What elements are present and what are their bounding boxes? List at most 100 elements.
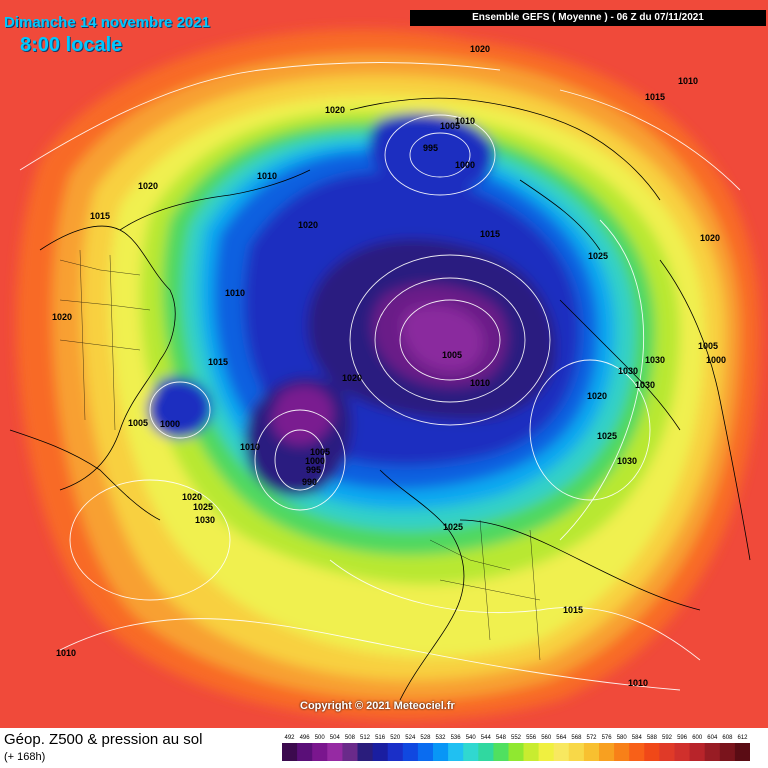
legend-tick-label: 512 — [360, 735, 371, 741]
legend-tick-label: 604 — [707, 735, 718, 741]
pressure-label: 1025 — [443, 522, 463, 532]
pressure-label: 1030 — [635, 380, 655, 390]
color-scale-legend: 492 496 500 504 508 512 516 520 524 528 532 536 540 5… — [282, 735, 750, 761]
pressure-label: 1025 — [597, 431, 617, 441]
pressure-label: 995 — [306, 465, 321, 475]
pressure-label: 1000 — [160, 419, 180, 429]
legend-tick-label: 500 — [315, 735, 326, 741]
pressure-label: 1010 — [257, 171, 277, 181]
pressure-label: 1020 — [138, 181, 158, 191]
pressure-label: 1020 — [52, 312, 72, 322]
pressure-label: 1005 — [698, 341, 718, 351]
legend-swatch — [508, 743, 525, 761]
legend-tick-label: 612 — [737, 735, 748, 741]
legend-swatch — [433, 743, 449, 761]
map-title: Géop. Z500 & pression au sol — [4, 731, 203, 748]
legend-swatch — [417, 743, 434, 761]
pressure-label: 1020 — [182, 492, 202, 502]
legend-swatch — [478, 743, 494, 761]
legend-swatch — [689, 743, 706, 761]
legend-tick-label: 596 — [677, 735, 688, 741]
legend-swatch — [342, 743, 358, 761]
pressure-label: 1025 — [193, 502, 213, 512]
pressure-label: 1000 — [305, 456, 325, 466]
pressure-label: 1015 — [645, 92, 665, 102]
legend-swatch — [372, 743, 389, 761]
legend-tick-label: 572 — [586, 735, 597, 741]
legend-swatch — [553, 743, 570, 761]
pressure-label: 1030 — [617, 456, 637, 466]
pressure-label: 1020 — [325, 105, 345, 115]
forecast-lead-time: (+ 168h) — [4, 751, 46, 763]
legend-tick-label: 564 — [556, 735, 567, 741]
legend-swatch — [327, 743, 343, 761]
legend-swatch — [659, 743, 675, 761]
legend-swatch — [493, 743, 509, 761]
legend-tick-label: 524 — [405, 735, 416, 741]
legend-tick-label: 588 — [647, 735, 658, 741]
pressure-label: 1020 — [700, 233, 720, 243]
pressure-label: 1020 — [470, 44, 490, 54]
legend-tick-label: 508 — [345, 735, 356, 741]
coastlines — [9, 97, 751, 701]
pressure-label: 1020 — [342, 373, 362, 383]
legend-tick-label: 536 — [451, 735, 462, 741]
legend-swatch — [568, 743, 585, 761]
legend-tick-label: 528 — [420, 735, 431, 741]
pressure-label: 1010 — [628, 678, 648, 688]
pressure-label: 1005 — [310, 447, 330, 457]
pressure-label: 1030 — [195, 515, 215, 525]
pressure-label: 1025 — [588, 251, 608, 261]
weather-map: 1020 1010 1015 1020 1005 1010 995 1000 1… — [0, 0, 768, 728]
legend-tick-label: 584 — [632, 735, 643, 741]
legend-tick-label: 576 — [602, 735, 613, 741]
legend-swatch — [599, 743, 615, 761]
pressure-label: 1015 — [480, 229, 500, 239]
legend-tick-label: 496 — [300, 735, 311, 741]
legend-tick-label: 560 — [541, 735, 552, 741]
map-footer: Géop. Z500 & pression au sol (+ 168h) 49… — [0, 728, 768, 768]
legend-tick-label: 568 — [571, 735, 582, 741]
legend-swatch — [704, 743, 721, 761]
pressure-label: 1020 — [587, 391, 607, 401]
legend-swatch — [463, 743, 479, 761]
pressure-label: 1015 — [563, 605, 583, 615]
legend-tick-label: 492 — [284, 735, 295, 741]
legend-tick-label: 504 — [330, 735, 341, 741]
copyright-notice: Copyright © 2021 Meteociel.fr — [300, 700, 455, 712]
legend-swatch — [448, 743, 464, 761]
legend-tick-label: 552 — [511, 735, 522, 741]
legend-swatch — [719, 743, 736, 761]
legend-swatch — [674, 743, 691, 761]
geopotential-map: 1020 1010 1015 1020 1005 1010 995 1000 1… — [0, 0, 768, 728]
pressure-label: 1005 — [442, 350, 462, 360]
pressure-label: 1010 — [240, 442, 260, 452]
pressure-label: 1030 — [618, 366, 638, 376]
legend-swatch — [538, 743, 555, 761]
pressure-label: 1010 — [225, 288, 245, 298]
pressure-label: 990 — [302, 477, 317, 487]
isobar-lines — [19, 62, 741, 691]
legend-tick-label: 608 — [722, 735, 733, 741]
model-run-banner: Ensemble GEFS ( Moyenne ) - 06 Z du 07/1… — [410, 10, 766, 26]
legend-swatch — [282, 743, 298, 761]
pressure-label: 1010 — [56, 648, 76, 658]
pressure-label: 1015 — [90, 211, 110, 221]
isobar-labels: 1020 1010 1015 1020 1005 1010 995 1000 1… — [52, 44, 726, 688]
legend-swatch — [614, 743, 630, 761]
pressure-label: 1010 — [470, 378, 490, 388]
pressure-label: 1005 — [128, 418, 148, 428]
pressure-label: 1010 — [678, 76, 698, 86]
legend-swatch — [644, 743, 660, 761]
legend-swatch — [629, 743, 645, 761]
legend-swatch — [312, 743, 328, 761]
legend-swatch — [734, 743, 750, 761]
borders — [59, 249, 541, 661]
legend-tick-label: 600 — [692, 735, 703, 741]
pressure-label: 1020 — [298, 220, 318, 230]
legend-tick-label: 540 — [466, 735, 477, 741]
legend-swatch — [583, 743, 600, 761]
legend-swatch — [387, 743, 404, 761]
pressure-label: 1015 — [208, 357, 228, 367]
legend-tick-label: 516 — [375, 735, 386, 741]
